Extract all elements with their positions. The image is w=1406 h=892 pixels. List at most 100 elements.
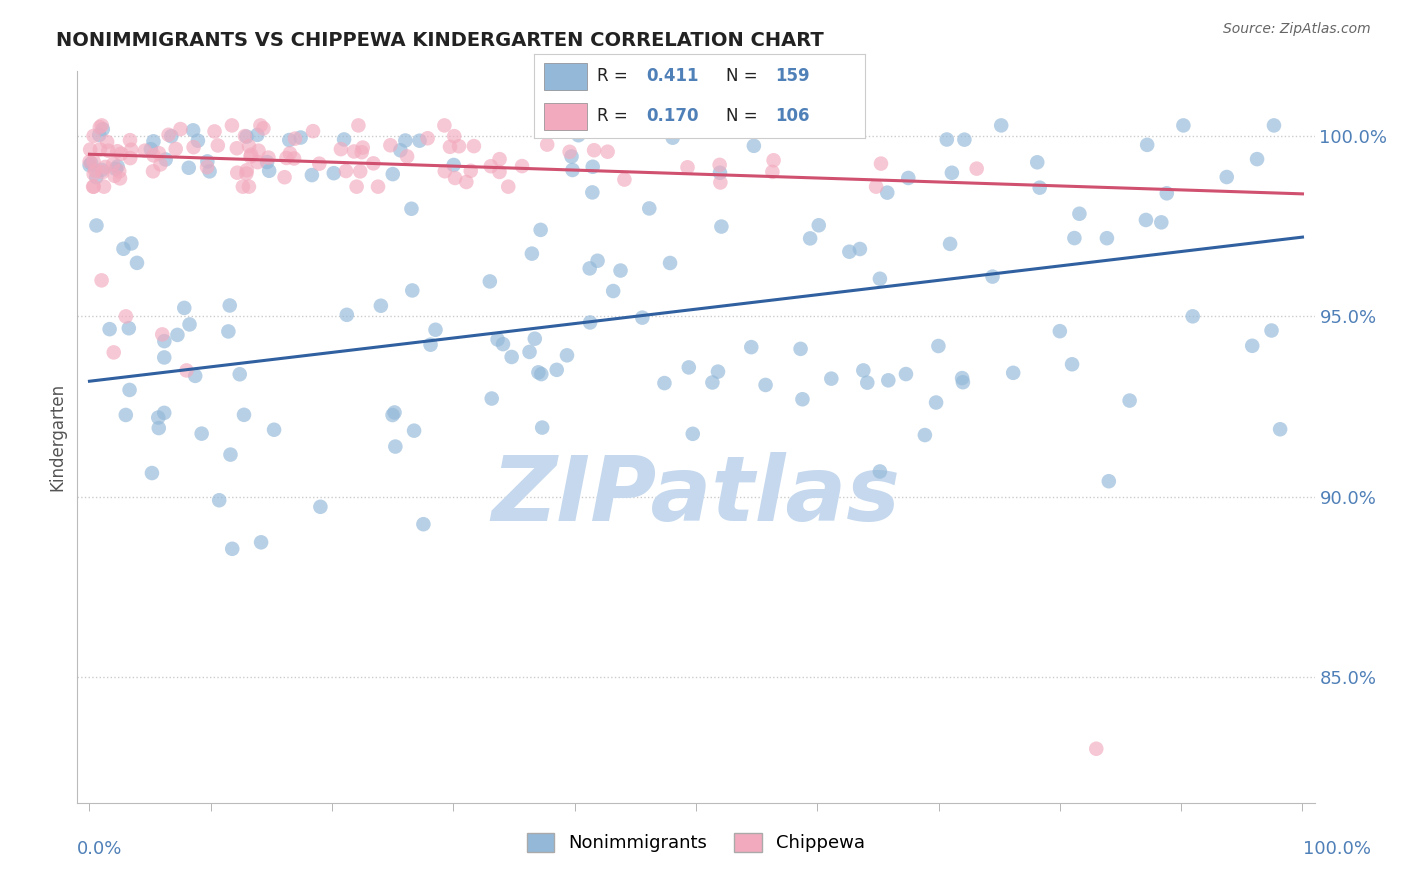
Point xyxy=(79,158,101,172)
Point xyxy=(876,186,898,200)
Point xyxy=(226,166,249,180)
Point xyxy=(83,154,105,169)
Point xyxy=(613,172,636,186)
Point xyxy=(141,466,163,480)
Point xyxy=(256,155,278,169)
Text: Source: ZipAtlas.com: Source: ZipAtlas.com xyxy=(1223,22,1371,37)
Point xyxy=(183,140,205,154)
Point xyxy=(89,120,111,135)
Point xyxy=(682,426,704,441)
Point xyxy=(443,158,465,172)
Point xyxy=(98,322,121,336)
Point xyxy=(370,299,392,313)
Point xyxy=(433,164,456,178)
Point xyxy=(90,273,112,287)
Point xyxy=(155,153,177,167)
Point xyxy=(120,236,142,251)
Point xyxy=(349,164,371,178)
Point xyxy=(820,372,842,386)
Point xyxy=(380,138,402,153)
Point xyxy=(104,169,127,183)
Point xyxy=(799,231,821,245)
Point xyxy=(531,420,554,434)
Point xyxy=(703,119,725,133)
Point xyxy=(586,253,609,268)
Point xyxy=(278,133,301,147)
Point xyxy=(558,145,581,159)
Point xyxy=(1150,215,1173,229)
Point xyxy=(107,160,129,174)
Point xyxy=(336,308,359,322)
Point xyxy=(419,337,441,351)
Point xyxy=(363,156,385,170)
Point xyxy=(1002,366,1025,380)
Point xyxy=(520,246,543,260)
Point xyxy=(761,165,783,179)
FancyBboxPatch shape xyxy=(544,62,588,90)
Point xyxy=(232,179,254,194)
Point xyxy=(308,156,330,170)
Point xyxy=(90,119,112,133)
Point xyxy=(229,368,252,382)
Point xyxy=(523,332,546,346)
Point xyxy=(602,284,624,298)
Point xyxy=(927,339,949,353)
Point xyxy=(425,323,447,337)
Point xyxy=(561,163,583,178)
Point xyxy=(83,179,105,194)
Point xyxy=(1260,324,1282,338)
Point xyxy=(225,141,247,155)
Point xyxy=(118,383,141,397)
Point xyxy=(115,310,138,324)
Point xyxy=(1118,393,1140,408)
Point xyxy=(118,133,141,147)
Point xyxy=(198,164,221,178)
Point xyxy=(1098,474,1121,488)
Point xyxy=(257,163,280,178)
Point xyxy=(83,128,105,143)
Point xyxy=(160,129,183,144)
Point xyxy=(1216,169,1239,184)
Point xyxy=(488,165,510,179)
Point xyxy=(447,139,470,153)
Point xyxy=(238,139,260,153)
Point xyxy=(125,256,148,270)
Point xyxy=(134,144,156,158)
Point xyxy=(187,134,209,148)
Point xyxy=(105,145,128,159)
Text: 106: 106 xyxy=(776,107,810,125)
Point xyxy=(367,179,389,194)
Point xyxy=(322,166,344,180)
Point xyxy=(408,134,430,148)
Point xyxy=(384,440,406,454)
Point xyxy=(401,202,423,216)
Point xyxy=(709,176,731,190)
Point xyxy=(233,129,256,144)
Point xyxy=(221,119,243,133)
Point xyxy=(389,143,412,157)
Point xyxy=(486,333,509,347)
Point xyxy=(179,318,201,332)
Point xyxy=(536,137,558,152)
Text: 0.411: 0.411 xyxy=(647,68,699,86)
Point xyxy=(1028,180,1050,194)
Point xyxy=(456,175,478,189)
Point xyxy=(560,149,582,163)
Point xyxy=(1263,119,1285,133)
Point xyxy=(103,345,125,359)
Point xyxy=(108,164,131,178)
Point xyxy=(1026,155,1049,169)
Point xyxy=(583,143,606,157)
Point xyxy=(501,350,523,364)
Text: ZIPatlas: ZIPatlas xyxy=(492,451,900,540)
Point xyxy=(877,373,900,387)
Point xyxy=(631,310,654,325)
Point xyxy=(510,159,533,173)
Point xyxy=(479,159,502,173)
Point xyxy=(702,376,724,390)
Point xyxy=(97,144,120,158)
Point xyxy=(94,160,117,174)
Point xyxy=(1156,186,1178,201)
Point xyxy=(190,426,212,441)
Point xyxy=(236,163,259,178)
